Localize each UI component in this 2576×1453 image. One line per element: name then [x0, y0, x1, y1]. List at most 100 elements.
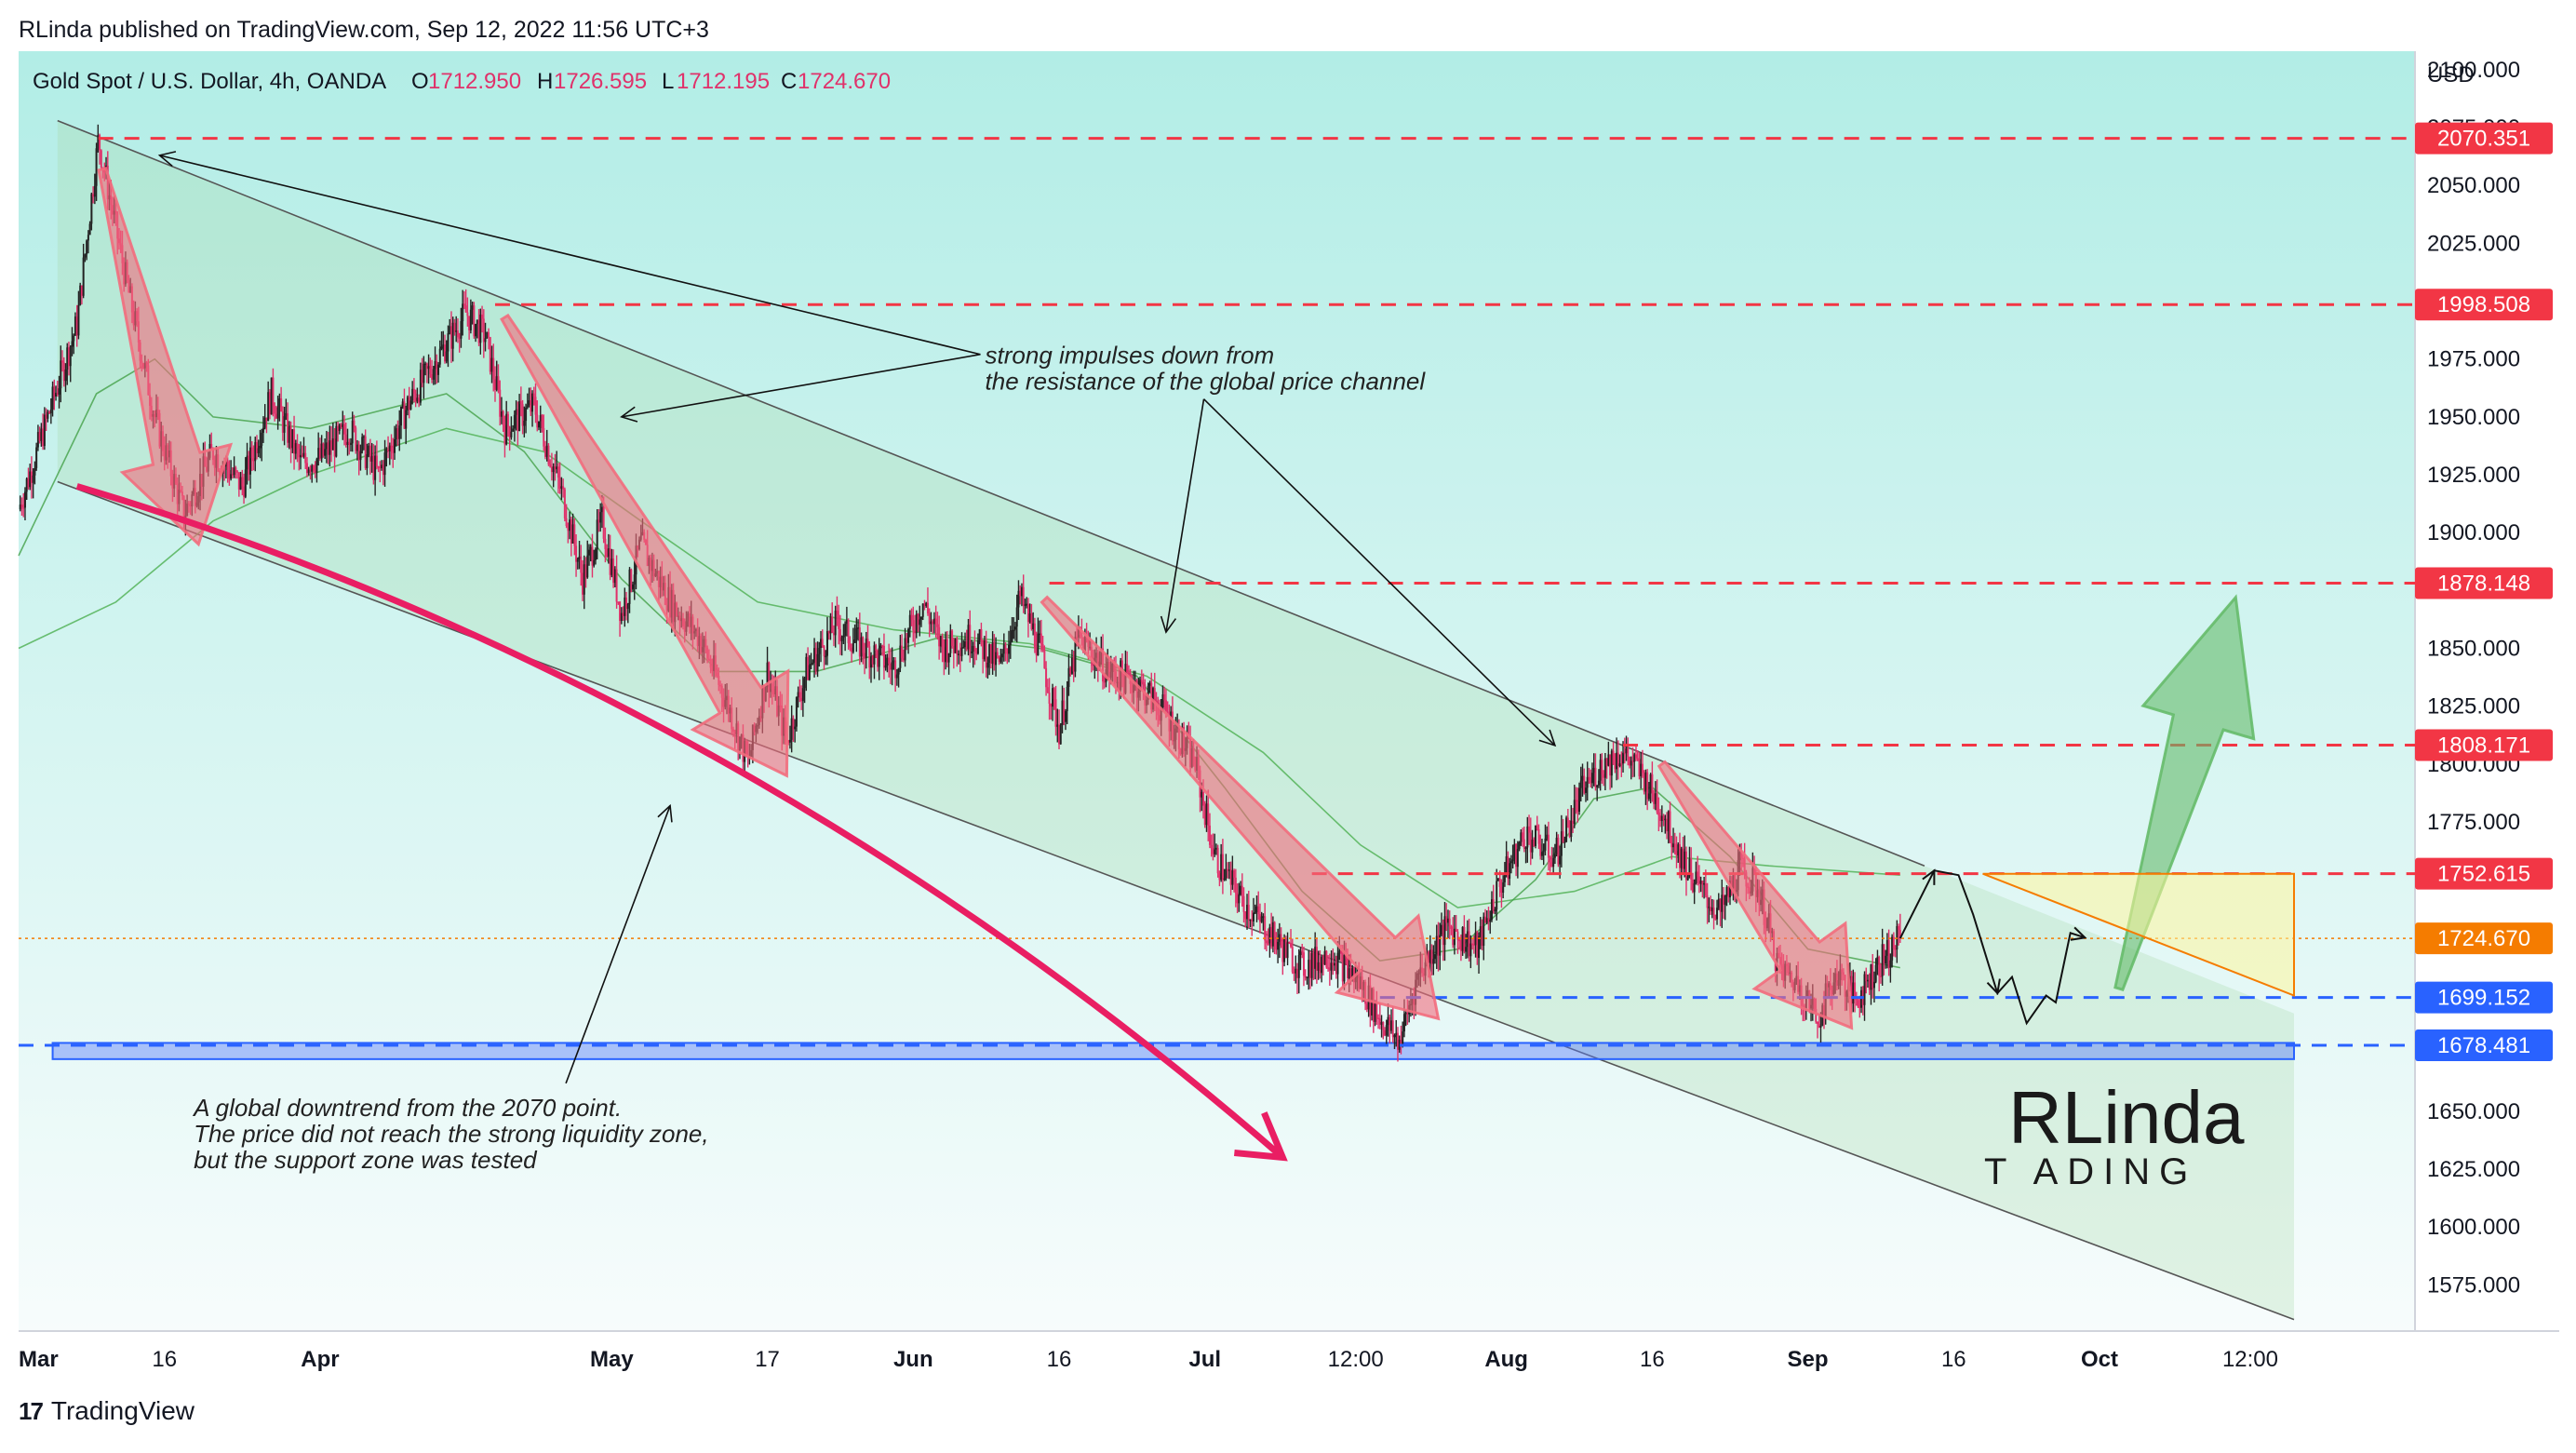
candle-body	[1667, 811, 1670, 832]
candle	[1148, 680, 1151, 693]
candle	[383, 439, 386, 487]
candle-body	[1699, 881, 1702, 884]
candle	[1646, 769, 1649, 811]
impulse-arrow-4	[1657, 760, 1854, 1030]
candle-body	[587, 549, 590, 556]
candle-body	[1617, 752, 1619, 767]
candle	[1234, 868, 1237, 908]
candle	[1533, 837, 1536, 847]
annotation-1-line-1: strong impulses down from	[986, 342, 1275, 370]
candle-body	[20, 505, 23, 508]
candle-body	[1006, 649, 1009, 654]
candle-body	[563, 489, 566, 518]
candle-body	[1343, 955, 1346, 982]
candle-body	[1588, 776, 1590, 781]
candle	[1697, 855, 1699, 886]
candle	[1443, 901, 1446, 962]
candle	[1644, 769, 1647, 805]
logo-rlinda: RLinda	[2008, 1076, 2245, 1159]
x-tick-label: 12:00	[2222, 1347, 2278, 1372]
candle-body	[493, 379, 496, 390]
candle-body	[991, 642, 994, 664]
candle-body	[976, 639, 979, 654]
candle-body	[1716, 908, 1719, 920]
candle-body	[1647, 793, 1650, 800]
candle	[1161, 685, 1164, 712]
candle-body	[1649, 774, 1652, 794]
candle-body	[1640, 763, 1643, 776]
candle-body	[375, 455, 378, 467]
candle-body	[1268, 927, 1271, 944]
candle-body	[237, 472, 240, 490]
candle-body	[1402, 1031, 1404, 1047]
candle-body	[624, 597, 626, 616]
candle	[1214, 843, 1217, 855]
candle	[440, 331, 443, 351]
candle	[844, 621, 847, 652]
candle-body	[829, 616, 832, 634]
candle-body	[1484, 916, 1487, 923]
candle	[1892, 932, 1895, 957]
tradingview-brand[interactable]: 17 TradingView	[19, 1396, 195, 1426]
candle-body	[1019, 590, 1022, 597]
candle-body	[1252, 912, 1254, 922]
candle-body	[1249, 919, 1252, 922]
candle	[619, 600, 622, 638]
candle	[617, 601, 620, 605]
candle-body	[562, 486, 565, 490]
candle-body	[923, 603, 926, 606]
candle-body	[1378, 1018, 1381, 1025]
candle-body	[853, 639, 856, 643]
candle-body	[1568, 820, 1571, 838]
candle-body	[633, 574, 636, 585]
candle	[1494, 907, 1496, 915]
candle	[513, 410, 516, 442]
candle-body	[25, 478, 28, 492]
candle	[1026, 598, 1029, 638]
candle	[346, 428, 349, 456]
candle-body	[1308, 960, 1310, 977]
candle	[226, 457, 229, 483]
candle	[100, 149, 102, 171]
candle	[357, 440, 360, 476]
candle-body	[1697, 876, 1700, 884]
candle	[1000, 648, 1002, 665]
candle-body	[1070, 657, 1073, 674]
candle	[1249, 919, 1252, 928]
candle-body	[895, 674, 898, 679]
candle	[355, 425, 357, 454]
candle	[406, 395, 409, 416]
candle	[1717, 893, 1720, 910]
candle-body	[379, 466, 382, 469]
candle	[1059, 722, 1062, 745]
candle-body	[1562, 831, 1564, 842]
candle	[1711, 898, 1713, 919]
candle-body	[558, 478, 561, 489]
candle	[317, 432, 320, 466]
candle	[431, 359, 434, 383]
candle-body	[444, 344, 447, 362]
candle	[1378, 1002, 1381, 1029]
candle-body	[58, 388, 60, 395]
candle	[853, 624, 856, 643]
candle	[1714, 914, 1717, 921]
candle-body	[1032, 623, 1035, 629]
candle	[1231, 855, 1234, 890]
candle-body	[464, 305, 467, 313]
candle	[1854, 972, 1857, 1013]
x-tick-label: 16	[152, 1347, 177, 1372]
candle-body	[408, 397, 410, 410]
candle-body	[1540, 852, 1543, 856]
candle-body	[1052, 688, 1054, 707]
candle	[945, 631, 947, 670]
candle-body	[1227, 868, 1229, 871]
candle	[1001, 649, 1004, 665]
candle-body	[481, 314, 484, 319]
candle	[1247, 890, 1250, 929]
support-1678-label-bg	[2415, 1029, 2553, 1061]
candle-body	[1442, 924, 1444, 946]
candle-body	[888, 657, 891, 665]
candle	[342, 410, 344, 440]
